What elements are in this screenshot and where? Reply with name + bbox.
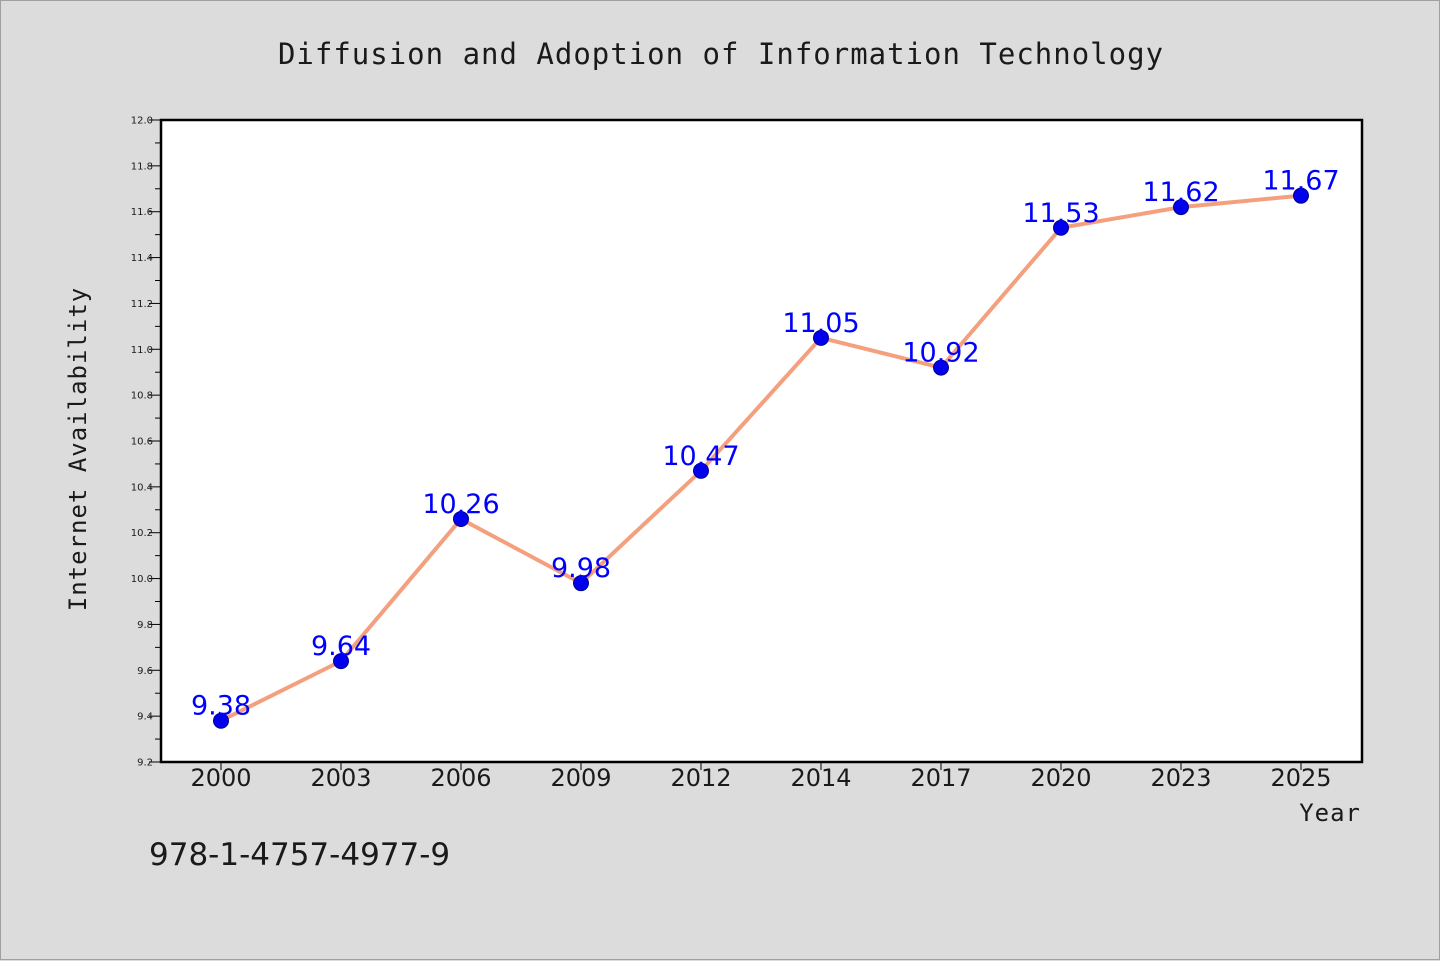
y-axis-title: Internet Availability	[64, 287, 92, 611]
y-tick-label: 12.0	[131, 116, 153, 127]
data-label: 9.38	[191, 691, 251, 722]
y-axis: 9.2 9.4 9.6 9.8 10.0 10.2 10.4 10.6 10.8 11.0 11.2…	[131, 116, 161, 769]
x-tick-label: 2017	[910, 764, 971, 792]
x-tick-label: 2025	[1270, 764, 1331, 792]
data-point	[1053, 219, 1069, 236]
y-tick-label: 9.2	[137, 758, 153, 769]
data-label: 11.53	[1022, 198, 1099, 229]
data-point	[453, 510, 469, 527]
data-point	[813, 329, 829, 346]
x-tick-label: 2000	[190, 764, 251, 792]
plot-area	[159, 118, 1364, 764]
y-tick-label: 11.0	[131, 345, 153, 356]
data-label: 11.67	[1262, 166, 1339, 197]
y-tick-label: 10.2	[131, 528, 153, 539]
y-tick-label: 10.8	[131, 391, 153, 402]
series-layer	[213, 187, 1309, 729]
x-tick-label: 2023	[1150, 764, 1211, 792]
x-tick-label: 2009	[550, 764, 611, 792]
data-point	[333, 653, 349, 670]
data-label: 9.98	[551, 553, 611, 584]
data-label: 10.26	[422, 489, 499, 520]
data-labels: 9.38 9.64 10.26 9.98 10.47 11.05 10.92 11.53 11.…	[191, 166, 1340, 722]
data-point	[1293, 187, 1309, 204]
data-label: 11.62	[1142, 177, 1219, 208]
data-label: 10.92	[902, 338, 979, 369]
y-tick-label: 10.0	[131, 574, 153, 585]
chart-title: Diffusion and Adoption of Information Te…	[278, 37, 1164, 71]
data-point	[693, 462, 709, 479]
data-point	[1173, 199, 1189, 216]
data-point	[573, 575, 589, 592]
x-tick-label: 2003	[310, 764, 371, 792]
y-tick-label: 11.4	[131, 253, 153, 264]
x-tick-label: 2012	[670, 764, 731, 792]
y-tick-label: 9.8	[137, 620, 153, 631]
x-tick-label: 2020	[1030, 764, 1091, 792]
y-tick-label: 11.6	[131, 207, 153, 218]
data-label: 10.47	[662, 441, 739, 472]
y-tick-label: 9.4	[137, 712, 153, 723]
data-point	[213, 712, 229, 729]
x-axis: 2000 2003 2006 2009 2012 2014 2017 2020 2023 2025	[190, 762, 1332, 792]
y-tick-label: 10.6	[131, 437, 153, 448]
x-tick-label: 2006	[430, 764, 491, 792]
y-tick-label: 11.8	[131, 161, 153, 172]
y-tick-label: 9.6	[137, 666, 153, 677]
x-tick-label: 2014	[790, 764, 851, 792]
series-line	[220, 193, 1302, 723]
isbn-text: 978-1-4757-4977-9	[149, 837, 450, 873]
data-point	[933, 359, 949, 376]
data-label: 11.05	[782, 308, 859, 339]
data-label: 9.64	[311, 631, 371, 662]
y-tick-label: 11.2	[131, 299, 153, 310]
y-tick-label: 10.4	[131, 482, 153, 493]
x-axis-title: Year	[1299, 799, 1361, 827]
